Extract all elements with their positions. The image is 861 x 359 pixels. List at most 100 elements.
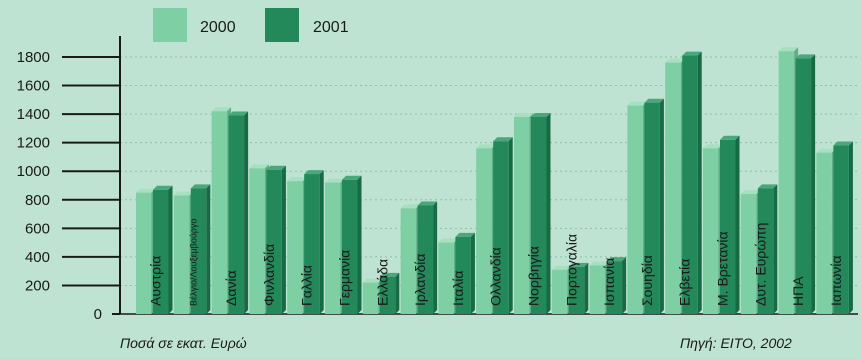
y-tick-label-400: 400 bbox=[25, 249, 50, 266]
bar-side-2001-4 bbox=[319, 170, 324, 314]
category-label-1: Βέλγιο/Λουξεμβούργο bbox=[188, 219, 198, 306]
category-label-6: Ελλάδα bbox=[374, 259, 390, 306]
y-tick-label-600: 600 bbox=[25, 220, 50, 237]
bar-side-2001-13 bbox=[659, 98, 664, 314]
bar-top-2001-16 bbox=[757, 184, 778, 189]
bar-face-2000-4 bbox=[287, 181, 303, 314]
bar-top-2000-12 bbox=[589, 261, 610, 266]
bar-side-2001-17 bbox=[811, 54, 816, 315]
bar-face-2001-3 bbox=[266, 169, 282, 314]
bar-top-2001-6 bbox=[379, 272, 400, 277]
bar-side-2001-11 bbox=[584, 262, 589, 314]
bar-face-2001-8 bbox=[455, 236, 471, 314]
bar-top-2000-11 bbox=[551, 265, 572, 270]
bar-top-2001-7 bbox=[417, 201, 438, 206]
bar-2001-15 bbox=[720, 135, 740, 314]
bar-side-2001-16 bbox=[773, 184, 778, 314]
bar-face-2001-17 bbox=[795, 58, 812, 314]
bar-face-2001-9 bbox=[493, 141, 509, 314]
bar-top-2001-4 bbox=[304, 170, 324, 175]
bar-face-2000-16 bbox=[740, 194, 757, 314]
category-label-16: Δυτ. Ευρώπη bbox=[752, 223, 768, 306]
bar-top-2001-8 bbox=[455, 232, 475, 237]
category-label-18: Ιαπωνία bbox=[828, 255, 844, 306]
bar-face-2001-2 bbox=[228, 115, 245, 315]
bar-face-2000-7 bbox=[400, 208, 417, 314]
bar-top-2000-7 bbox=[400, 204, 421, 209]
category-label-11: Πορτογαλία bbox=[563, 234, 579, 306]
bar-top-2000-2 bbox=[211, 107, 232, 112]
y-axis-ticks: 0 200 400 600 800 1000 1200 1400 1600 1800 bbox=[17, 49, 120, 323]
bar-2001-11 bbox=[568, 262, 589, 314]
bar-side-2001-10 bbox=[546, 112, 551, 314]
y-tick-label-1000: 1000 bbox=[17, 163, 50, 180]
bar-top-2001-11 bbox=[568, 262, 589, 267]
bar-face-2000-0 bbox=[136, 192, 152, 314]
category-label-13: Σουηδία bbox=[639, 255, 655, 306]
bar-top-2001-14 bbox=[682, 51, 702, 56]
bar-side-2001-9 bbox=[508, 137, 513, 314]
bar-face-2001-12 bbox=[606, 261, 623, 314]
bar-2001-16 bbox=[757, 184, 778, 314]
bar-side-2001-1 bbox=[206, 184, 211, 314]
bar-face-2000-12 bbox=[589, 265, 606, 314]
bar-face-2001-13 bbox=[644, 102, 660, 314]
bar-top-2000-17 bbox=[778, 47, 799, 52]
category-label-5: Γερμανία bbox=[337, 250, 353, 306]
bar-top-2001-1 bbox=[190, 184, 211, 189]
category-label-7: Ιρλανδία bbox=[412, 254, 428, 306]
bar-side-2001-15 bbox=[735, 135, 740, 314]
bar-side-2001-7 bbox=[433, 201, 438, 314]
bar-side-2001-6 bbox=[395, 272, 400, 314]
bar-2001-10 bbox=[531, 112, 551, 314]
bar-top-2000-4 bbox=[287, 177, 307, 182]
category-label-2: Δανία bbox=[223, 270, 239, 306]
y-tick-label-1400: 1400 bbox=[17, 106, 50, 123]
bars bbox=[136, 47, 853, 315]
category-label-0: Αυστρία bbox=[148, 256, 164, 306]
bar-face-2000-1 bbox=[173, 195, 190, 314]
y-tick-label-1800: 1800 bbox=[17, 49, 50, 66]
bar-2001-1 bbox=[190, 184, 211, 314]
bar-top-2001-0 bbox=[153, 185, 173, 190]
bar-top-2001-10 bbox=[531, 112, 551, 117]
bar-top-2001-5 bbox=[342, 175, 362, 180]
category-label-8: Ιταλία bbox=[450, 270, 466, 306]
y-tick-label-1200: 1200 bbox=[17, 135, 50, 152]
bar-2001-3 bbox=[266, 165, 286, 314]
bar-face-2001-11 bbox=[568, 266, 585, 314]
bar-2001-0 bbox=[153, 185, 173, 314]
bar-top-2000-8 bbox=[438, 238, 458, 243]
bar-top-2000-3 bbox=[249, 164, 269, 169]
bar-face-2000-8 bbox=[438, 242, 454, 314]
bar-2001-7 bbox=[417, 201, 438, 314]
bar-2001-9 bbox=[493, 137, 513, 314]
category-label-3: Φινλανδία bbox=[261, 244, 277, 306]
bar-face-2000-11 bbox=[551, 269, 568, 314]
category-label-9: Ολλανδία bbox=[488, 247, 504, 306]
bar-top-2000-15 bbox=[703, 144, 723, 149]
bar-face-2001-4 bbox=[304, 174, 320, 314]
bar-face-2001-6 bbox=[379, 276, 396, 314]
bar-2001-12 bbox=[606, 257, 627, 314]
bar-2001-14 bbox=[682, 51, 702, 314]
bar-top-2000-6 bbox=[362, 278, 383, 283]
bar-top-2000-9 bbox=[476, 144, 496, 149]
bar-2001-8 bbox=[455, 232, 475, 314]
bar-top-2001-2 bbox=[228, 111, 249, 116]
bar-face-2000-5 bbox=[325, 182, 341, 314]
bar-face-2000-9 bbox=[476, 148, 492, 314]
bar-2001-4 bbox=[304, 170, 324, 314]
y-tick-label-200: 200 bbox=[25, 277, 50, 294]
bar-top-2000-0 bbox=[136, 188, 156, 193]
bar-face-2001-5 bbox=[342, 179, 358, 314]
bar-face-2000-17 bbox=[778, 51, 795, 315]
bar-side-2001-12 bbox=[622, 257, 627, 314]
category-label-15: Μ. Βρετανία bbox=[715, 231, 731, 306]
bar-face-2000-13 bbox=[627, 105, 643, 315]
category-label-4: Γαλλία bbox=[299, 265, 315, 306]
bar-2001-5 bbox=[342, 175, 362, 314]
bar-side-2001-14 bbox=[697, 51, 702, 314]
bar-top-2001-15 bbox=[720, 135, 740, 140]
bar-top-2000-13 bbox=[627, 101, 647, 106]
